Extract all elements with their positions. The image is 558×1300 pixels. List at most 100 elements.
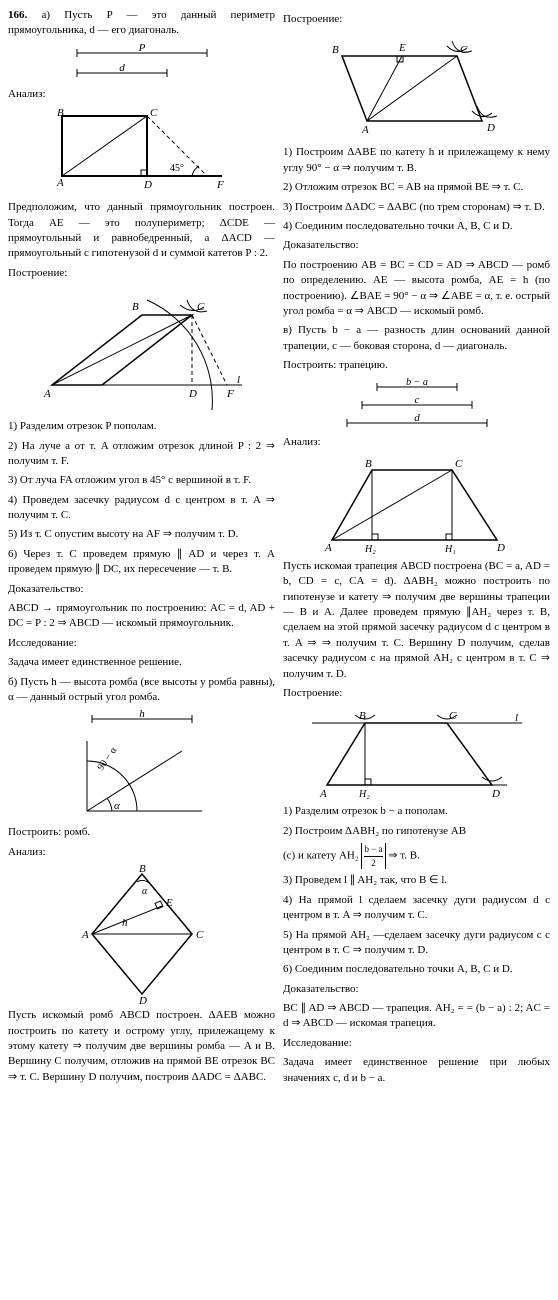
svg-text:A: A <box>319 788 327 800</box>
intro-text: а) Пусть P — это данный периметр прямоуг… <box>8 9 275 36</box>
rstep2: 2) Отложим отрезок BC = AB на прямой BE … <box>283 180 550 195</box>
step2: 2) На луче a от т. A отложим отрезок дли… <box>8 439 275 470</box>
svg-text:B: B <box>57 107 64 119</box>
svg-text:A: A <box>43 388 51 400</box>
right-column: Построение: A B C D E 1) Построим ΔABE п… <box>283 8 550 1090</box>
svg-text:C: C <box>150 107 158 119</box>
step3: 3) От луча FA отложим угол в 45° с верши… <box>8 473 275 488</box>
proof1: ABCD → прямоугольник по построению: AC =… <box>8 601 275 632</box>
svg-text:D: D <box>143 179 152 191</box>
svg-text:A: A <box>361 124 369 136</box>
step5: 5) Из т. C опустим высоту на AF ⇒ получи… <box>8 527 275 542</box>
svg-text:h: h <box>122 917 128 929</box>
cstep2: 2) Построим ΔABH₂ по гипотенузе AB <box>283 824 550 839</box>
frac: b − a 2 <box>361 843 385 869</box>
analysis-label2: Анализ: <box>8 845 275 860</box>
svg-text:C: C <box>196 929 204 941</box>
svg-text:D: D <box>138 995 147 1004</box>
svg-text:B: B <box>132 301 139 313</box>
svg-text:α: α <box>142 886 148 897</box>
analysis-label: Анализ: <box>8 87 275 102</box>
svg-text:H₁: H₁ <box>444 544 456 555</box>
svg-text:B: B <box>359 710 366 722</box>
cstep6: 6) Соединим последовательно точки A, B, … <box>283 962 550 977</box>
proof-label: Доказательство: <box>8 582 275 597</box>
cstep2-b: (c) и катету AH₂ <box>283 850 361 862</box>
intro-line: 166. а) Пусть P — это данный периметр пр… <box>8 8 275 39</box>
svg-text:D: D <box>188 388 197 400</box>
rectangle-diagram: B C A D F 45° <box>8 106 275 196</box>
research1: Задача имеет единственное решение. <box>8 655 275 670</box>
svg-text:b − a: b − a <box>406 377 428 388</box>
segments-trap: b − a c d <box>283 377 550 431</box>
trapezoid-construction: A B C D H₂ l <box>283 705 550 800</box>
research-label: Исследование: <box>8 636 275 651</box>
cstep2b: (c) и катету AH₂ b − a 2 ⇒ т. B. <box>283 843 550 869</box>
part-b: б) Пусть h — высота ромба (все высоты у … <box>8 675 275 706</box>
left-column: 166. а) Пусть P — это данный периметр пр… <box>8 8 275 1090</box>
cstep2-a: 2) Построим ΔABH₂ по гипотенузе AB <box>283 825 466 837</box>
svg-text:l: l <box>237 374 240 386</box>
svg-text:α: α <box>114 800 120 812</box>
research-label-r: Исследование: <box>283 1036 550 1051</box>
svg-text:E: E <box>398 42 406 54</box>
cstep3: 3) Проведем l ∥ AH₂ так, что B ∈ l. <box>283 873 550 888</box>
segments-pd: P d <box>8 43 275 83</box>
rproof1: По построению AB = BC = CD = AD ⇒ ABCD —… <box>283 258 550 320</box>
proof-label-r: Доказательство: <box>283 238 550 253</box>
step6: 6) Через т. C проведем прямую ∥ AD и чер… <box>8 547 275 578</box>
cstep5: 5) На прямой AH₂ —сделаем засечку дуги р… <box>283 928 550 959</box>
svg-text:E: E <box>165 897 173 909</box>
svg-text:c: c <box>414 394 419 406</box>
svg-text:B: B <box>365 458 372 470</box>
svg-text:P: P <box>137 43 145 54</box>
svg-text:A: A <box>324 542 332 554</box>
svg-text:A: A <box>81 929 89 941</box>
proof-label2: Доказательство: <box>283 982 550 997</box>
angle-diagram: 90 − α α <box>8 731 275 821</box>
svg-text:D: D <box>486 122 495 134</box>
step4: 4) Проведем засечку радиусом d с центром… <box>8 493 275 524</box>
para-c: Пусть искомая трапеция ABCD построена (B… <box>283 559 550 682</box>
rhombus-construction: A B C D E <box>283 31 550 141</box>
svg-text:C: C <box>460 44 468 56</box>
svg-text:l: l <box>515 712 518 724</box>
trapezoid-diagram: A B C D H₂ H₁ <box>283 455 550 555</box>
rstep1: 1) Построим ΔABE по катету h и прилежаще… <box>283 145 550 176</box>
rstep3: 3) Построим ΔADC = ΔABC (по трем сторона… <box>283 200 550 215</box>
cstep2-c: ⇒ т. B. <box>388 850 420 862</box>
build-label: Построить: ромб. <box>8 825 275 840</box>
problem-number: 166. <box>8 9 27 21</box>
svg-text:A: A <box>56 177 64 189</box>
cstep4: 4) На прямой l сделаем засечку дуги ради… <box>283 893 550 924</box>
rstep4: 4) Соединим последовательно точки A, B, … <box>283 219 550 234</box>
svg-text:45°: 45° <box>170 163 184 174</box>
parallelogram-diagram: A B C D F l <box>8 285 275 415</box>
analysis-label-c: Анализ: <box>283 435 550 450</box>
svg-text:B: B <box>332 44 339 56</box>
svg-text:C: C <box>455 458 463 470</box>
constr-label-r: Построение: <box>283 12 550 27</box>
rhombus-diagram: A B C D E h α <box>8 864 275 1004</box>
svg-text:d: d <box>414 412 420 424</box>
proof2: BC ∥ AD ⇒ ABCD — трапеция. AH₂ = = (b − … <box>283 1001 550 1032</box>
cstep1: 1) Разделим отрезок b − a пополам. <box>283 804 550 819</box>
svg-text:H₂: H₂ <box>364 544 376 555</box>
svg-text:B: B <box>139 864 146 875</box>
svg-text:F: F <box>216 179 224 191</box>
constr-label: Построение: <box>8 266 275 281</box>
svg-text:F: F <box>226 388 234 400</box>
research-c: Задача имеет единственное решение при лю… <box>283 1055 550 1086</box>
segment-h: h <box>8 709 275 727</box>
svg-text:D: D <box>496 542 505 554</box>
svg-text:d: d <box>119 62 125 74</box>
svg-text:C: C <box>449 710 457 722</box>
svg-text:D: D <box>491 788 500 800</box>
part-c: в) Пусть b − a — разность длин оснований… <box>283 323 550 354</box>
svg-text:h: h <box>139 709 145 720</box>
svg-text:C: C <box>197 301 205 313</box>
step1: 1) Разделим отрезок P пополам. <box>8 419 275 434</box>
para-b: Пусть искомый ромб ABCD построен. ΔAEB м… <box>8 1008 275 1085</box>
para1: Предположим, что данный прямоугольник по… <box>8 200 275 262</box>
svg-text:90 − α: 90 − α <box>95 745 119 773</box>
